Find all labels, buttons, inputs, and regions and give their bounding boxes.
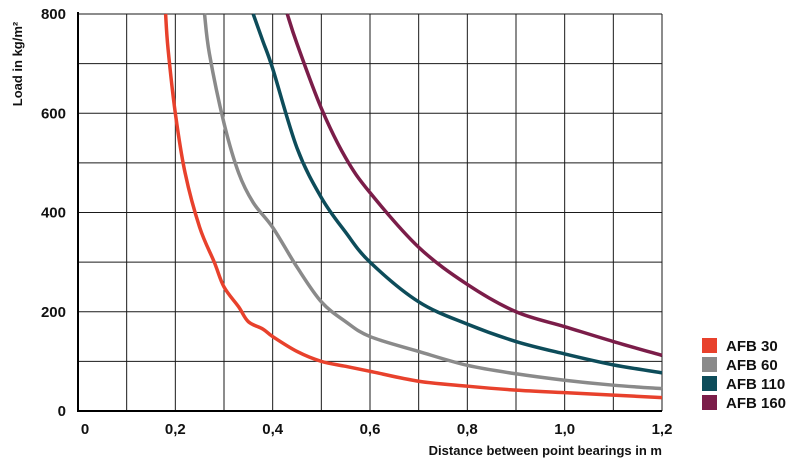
- x-tick-labels: 0 0,2 0,4 0,6 0,8 1,0 1,2: [81, 421, 673, 438]
- y-tick-label: 0: [58, 403, 66, 420]
- legend-label: AFB 160: [726, 395, 786, 412]
- x-tick-label: 0: [81, 421, 89, 438]
- x-axis-title: Distance between point bearings in m: [429, 443, 662, 458]
- x-tick-label: 1,0: [554, 421, 575, 438]
- x-tick-label: 1,2: [652, 421, 673, 438]
- series-line-afb-110: [251, 13, 663, 375]
- y-tick-label: 400: [41, 205, 66, 222]
- legend: AFB 30 AFB 60 AFB 110 AFB 160: [702, 338, 786, 412]
- x-tick-label: 0,6: [360, 421, 381, 438]
- x-tick-label: 0,8: [457, 421, 478, 438]
- series-line-afb-160: [285, 13, 663, 358]
- legend-swatch: [702, 357, 717, 372]
- legend-label: AFB 30: [726, 338, 778, 355]
- x-tick-label: 0,2: [165, 421, 186, 438]
- series-line-afb-30: [163, 13, 663, 400]
- x-tick-label: 0,4: [262, 421, 284, 438]
- axes: [77, 12, 662, 412]
- y-tick-label: 600: [41, 105, 66, 122]
- y-tick-label: 800: [41, 6, 66, 23]
- legend-swatch: [702, 395, 717, 410]
- legend-swatch: [702, 338, 717, 353]
- legend-swatch: [702, 376, 717, 391]
- series-lines: [163, 13, 663, 400]
- series-line-afb-60: [202, 13, 663, 391]
- y-tick-label: 200: [41, 304, 66, 321]
- y-axis-title: Load in kg/m²: [10, 21, 25, 106]
- grid: [78, 13, 663, 411]
- legend-label: AFB 110: [726, 376, 785, 393]
- legend-label: AFB 60: [726, 357, 778, 374]
- y-tick-labels: 0 200 400 600 800: [41, 6, 66, 420]
